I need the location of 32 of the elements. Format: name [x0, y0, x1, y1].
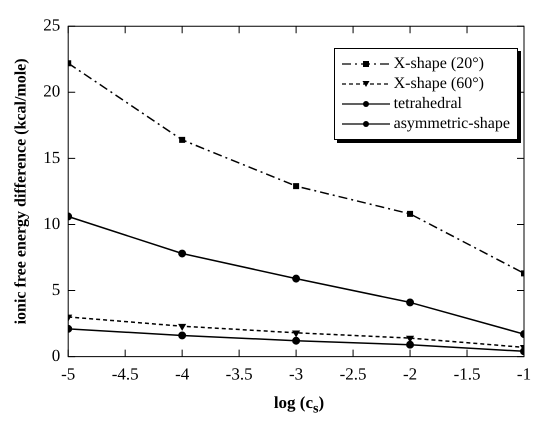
y-tick-label: 15	[43, 148, 60, 167]
x-tick-label: -2	[402, 364, 418, 384]
x-tick-label: -3	[289, 364, 304, 384]
point	[292, 330, 300, 337]
point	[406, 340, 414, 349]
x-tick-label: -3.5	[226, 364, 253, 384]
y-tick-label: 10	[43, 214, 60, 233]
point	[179, 136, 186, 143]
point	[292, 336, 300, 345]
y-tick-label: 25	[43, 16, 60, 35]
legend-label: asymmetric-shape	[394, 114, 510, 134]
y-tick-label: 0	[52, 346, 60, 366]
y-axis-title: ionic free energy difference (kcal/mole)	[12, 58, 30, 324]
point	[178, 250, 186, 258]
legend-label: X-shape (20°)	[394, 54, 484, 74]
legend-label: tetrahedral	[394, 94, 462, 114]
point	[407, 210, 414, 217]
point	[178, 324, 186, 330]
x-axis-title: log (c$_{s}$)	[272, 393, 326, 418]
y-tick-label: 20	[43, 82, 60, 101]
y-tick-label: 5	[52, 280, 60, 299]
x-tick-label: -1.5	[454, 364, 480, 384]
x-tick-label: -4.5	[112, 364, 139, 384]
point	[178, 332, 186, 340]
x-tick-label: -5	[61, 364, 76, 384]
x-tick-label: -4	[175, 364, 190, 384]
x-tick-label: -1	[516, 364, 532, 384]
legend-label: X-shape (60°)	[394, 74, 484, 94]
point	[293, 183, 300, 190]
x-tick-label: -2.5	[340, 364, 367, 384]
point	[406, 298, 414, 306]
point	[292, 274, 300, 283]
